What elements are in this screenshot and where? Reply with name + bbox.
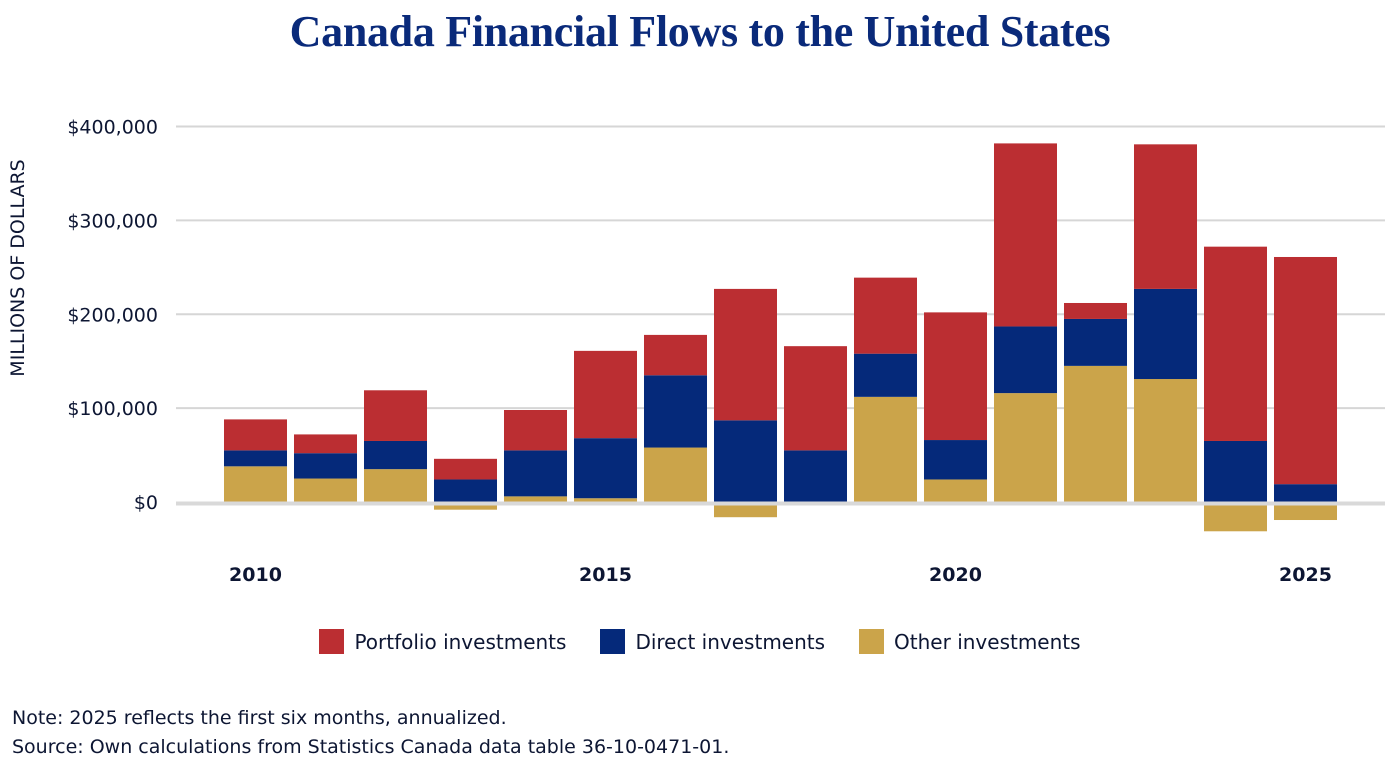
bar-direct-2011 (294, 453, 357, 479)
bar-other-2023 (1134, 379, 1197, 502)
bar-portfolio-2014 (504, 410, 567, 451)
bar-direct-2012 (364, 440, 427, 470)
legend-label: Direct investments (635, 629, 826, 654)
x-tick-label: 2015 (579, 564, 632, 586)
bar-direct-2015 (574, 438, 637, 499)
y-axis-label: MILLIONS OF DOLLARS (7, 159, 29, 376)
bar-other-2025 (1274, 505, 1337, 521)
bar-portfolio-2012 (364, 390, 427, 441)
bar-portfolio-2023 (1134, 144, 1197, 289)
y-tick-label: $100,000 (67, 398, 158, 420)
bar-portfolio-2015 (574, 350, 637, 439)
bar-other-2019 (854, 396, 917, 502)
bar-portfolio-2011 (294, 434, 357, 454)
bar-direct-2020 (924, 440, 987, 480)
legend: Portfolio investments Direct investments… (0, 629, 1400, 654)
legend-item-portfolio[interactable]: Portfolio investments (319, 629, 566, 654)
bar-portfolio-2016 (644, 334, 707, 376)
y-axis-ticks: $0 $100,000 $200,000 $300,000 $400,000 (67, 117, 158, 515)
bar-other-2014 (504, 496, 567, 502)
bar-other-2016 (644, 447, 707, 502)
bar-portfolio-2021 (994, 143, 1057, 327)
bar-other-2015 (574, 498, 637, 502)
note-text: Note: 2025 reflects the first six months… (12, 707, 507, 729)
bar-direct-2010 (224, 450, 287, 467)
y-tick-label: $300,000 (67, 210, 158, 232)
legend-swatch-direct (600, 629, 626, 654)
bar-portfolio-2018 (784, 346, 847, 451)
x-tick-label: 2025 (1279, 564, 1332, 586)
y-tick-label: $200,000 (67, 304, 158, 326)
bar-other-2022 (1064, 365, 1127, 502)
bar-portfolio-2022 (1064, 302, 1127, 319)
bar-direct-2017 (714, 420, 777, 502)
bar-other-2021 (994, 393, 1057, 502)
bar-other-2017 (714, 505, 777, 518)
bar-portfolio-2019 (854, 277, 917, 354)
bar-other-2012 (364, 469, 427, 502)
bar-direct-2023 (1134, 288, 1197, 380)
legend-swatch-portfolio (319, 629, 345, 654)
bar-direct-2022 (1064, 318, 1127, 366)
bar-direct-2014 (504, 450, 567, 497)
x-tick-label: 2020 (929, 564, 982, 586)
bars (224, 143, 1337, 532)
bar-direct-2013 (434, 479, 497, 502)
legend-swatch-other (859, 629, 885, 654)
bar-direct-2019 (854, 353, 917, 397)
bar-other-2013 (434, 505, 497, 510)
bar-portfolio-2013 (434, 458, 497, 480)
chart-notes: Note: 2025 reflects the first six months… (12, 704, 729, 762)
bar-portfolio-2017 (714, 288, 777, 421)
stacked-bar-chart: $0$100,000$200,000$300,000$400,000 2010 2… (7, 117, 1385, 586)
source-text: Source: Own calculations from Statistics… (12, 736, 730, 758)
bar-other-2011 (294, 478, 357, 502)
bar-direct-2018 (784, 450, 847, 502)
bar-portfolio-2024 (1204, 246, 1267, 441)
bar-portfolio-2025 (1274, 256, 1337, 485)
bar-portfolio-2020 (924, 312, 987, 441)
bar-direct-2024 (1204, 440, 1267, 502)
bar-direct-2021 (994, 326, 1057, 394)
gridlines (176, 125, 1385, 410)
legend-label: Portfolio investments (354, 629, 567, 654)
x-tick-label: 2010 (229, 564, 282, 586)
bar-portfolio-2010 (224, 419, 287, 451)
x-axis-ticks: 2010 2015 2020 2025 (229, 564, 1332, 586)
legend-label: Other investments (894, 629, 1081, 654)
bar-other-2020 (924, 479, 987, 502)
y-tick-label: $400,000 (67, 117, 158, 139)
bar-direct-2025 (1274, 484, 1337, 502)
legend-item-other[interactable]: Other investments (859, 629, 1081, 654)
bar-other-2024 (1204, 505, 1267, 532)
bar-direct-2016 (644, 375, 707, 448)
legend-item-direct[interactable]: Direct investments (600, 629, 825, 654)
y-tick-label: $0 (134, 492, 158, 514)
chart-title: Canada Financial Flows to the United Sta… (289, 7, 1111, 56)
bar-other-2010 (224, 466, 287, 502)
